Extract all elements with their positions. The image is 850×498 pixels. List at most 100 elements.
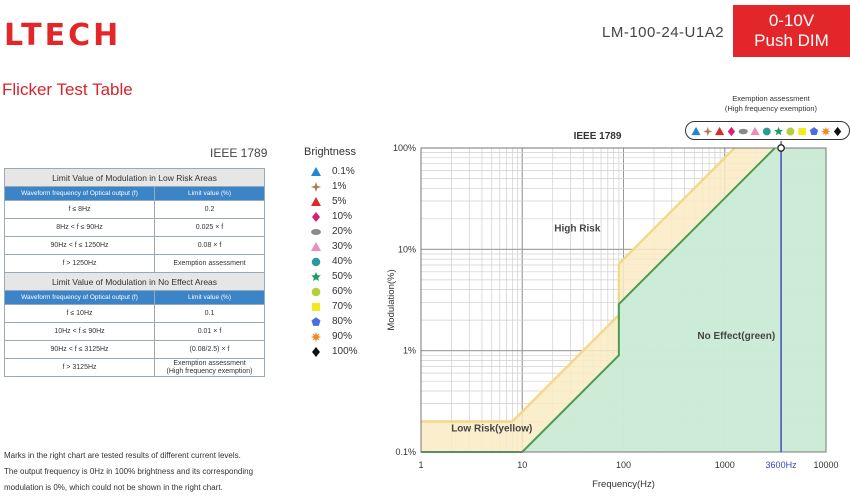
octagon-icon <box>311 287 321 297</box>
brand-logo: LTECH <box>4 18 122 53</box>
brightness-title: Brightness <box>304 146 356 158</box>
legend-item: 60% <box>306 285 366 300</box>
exemption-circle-marker <box>762 127 771 136</box>
legend-label: 10% <box>332 211 353 222</box>
x-axis-label: Frequency(Hz) <box>592 479 655 490</box>
badge-line-2: Push DIM <box>754 31 829 50</box>
x-tick-label: 1000 <box>715 460 735 470</box>
y-tick-label: 1% <box>403 346 416 356</box>
table-cell: f > 3125Hz <box>4 358 155 377</box>
exemption-pentagon-marker <box>809 127 819 136</box>
circle-icon <box>311 257 321 267</box>
legend-item: 100% <box>306 345 366 360</box>
legend-item: 70% <box>306 300 366 315</box>
star5-icon <box>311 272 321 282</box>
note-line: Marks in the right chart are tested resu… <box>4 451 241 460</box>
table-row: 90Hz < f ≤ 1250Hz 0.08 × f <box>4 236 265 255</box>
legend-label: 60% <box>332 286 353 297</box>
y-tick-label: 10% <box>398 244 416 254</box>
note-line: The output frequency is 0Hz in 100% brig… <box>4 467 254 476</box>
exemption-square-marker <box>798 127 806 136</box>
table-cell: 90Hz < f ≤ 3125Hz <box>4 340 155 359</box>
low-risk-table: Limit Value of Modulation in Low Risk Ar… <box>4 168 265 377</box>
column-header: Limit value (%) <box>154 186 265 201</box>
legend-label: 80% <box>332 316 353 327</box>
legend-label: 20% <box>332 226 353 237</box>
triangle-marker <box>311 167 321 176</box>
legend-label: 1% <box>332 181 347 192</box>
exemption-diamond-marker <box>727 126 736 137</box>
exemption-marker-box <box>685 121 850 140</box>
square-icon <box>312 303 320 311</box>
table-row: f ≤ 10Hz 0.1 <box>4 304 265 323</box>
table-cell: 10Hz < f ≤ 90Hz <box>4 322 155 341</box>
table-row: 8Hz < f ≤ 90Hz 0.025 × f <box>4 218 265 237</box>
table-cell: 8Hz < f ≤ 90Hz <box>4 218 155 237</box>
table-cell: f ≤ 8Hz <box>4 200 155 219</box>
region-label: No Effect(green) <box>697 331 775 342</box>
exemption-ellipse-marker <box>738 128 748 135</box>
legend-label: 100% <box>332 346 358 357</box>
triangle-icon <box>311 167 321 176</box>
star8-icon <box>311 332 321 342</box>
table-cell: f ≤ 10Hz <box>4 304 155 323</box>
table-cell: 0.08 × f <box>154 236 265 255</box>
legend-label: 40% <box>332 256 353 267</box>
section-title: Flicker Test Table <box>2 80 133 99</box>
y-tick-label: 0.1% <box>395 447 416 457</box>
x-tick-label: 10 <box>517 460 527 470</box>
table-row: f > 3125Hz Exemption assessment (High fre… <box>4 358 265 377</box>
table-title: Limit Value of Modulation in No Effect A… <box>4 272 265 291</box>
ellipse-marker <box>311 229 321 235</box>
legend-label: 90% <box>332 331 353 342</box>
exemption-diamond-marker <box>833 126 842 137</box>
column-header: Waveform frequency of Optical output (f) <box>4 290 155 305</box>
table-cell: Exemption assessment (High frequency exe… <box>154 358 265 377</box>
star8-marker <box>311 332 321 342</box>
square-marker <box>312 303 320 311</box>
star5-marker <box>311 272 321 282</box>
table-cell: 0.1 <box>154 304 265 323</box>
legend-label: 30% <box>332 241 353 252</box>
triangle-marker <box>311 197 321 206</box>
region-label: High Risk <box>554 223 601 234</box>
column-header: Limit value (%) <box>154 290 265 305</box>
legend-item: 1% <box>306 180 366 195</box>
x-tick-label: 100 <box>616 460 631 470</box>
pentagon-icon <box>311 317 321 326</box>
octagon-marker <box>311 287 321 297</box>
plot-frame <box>420 147 827 453</box>
legend-item: 10% <box>306 210 366 225</box>
pentagon-marker <box>311 317 321 326</box>
exemption-star8-marker <box>821 126 831 137</box>
y-tick-label: 100% <box>393 143 416 153</box>
star4-marker <box>311 182 321 192</box>
x-tick-label: 10000 <box>813 460 838 470</box>
legend-item: 30% <box>306 240 366 255</box>
table-cell: 0.025 × f <box>154 218 265 237</box>
legend-item: 40% <box>306 255 366 270</box>
exemption-title: Exemption assessment (High frequency exe… <box>712 94 830 114</box>
diamond-icon <box>312 212 320 222</box>
exemption-title-line: Exemption assessment <box>732 94 810 103</box>
legend-label: 50% <box>332 271 353 282</box>
table-cell: 0.2 <box>154 200 265 219</box>
diamond-marker <box>312 212 320 222</box>
table-cell: Exemption assessment <box>154 254 265 273</box>
x-tick-label: 1 <box>418 460 423 470</box>
table-cell: f > 1250Hz <box>4 254 155 273</box>
exemption-title-line: (High frequency exemption) <box>724 104 818 113</box>
x-tick-label: 3600Hz <box>766 460 798 470</box>
exemption-triangle-marker <box>750 126 760 136</box>
exemption-triangle-marker <box>691 126 701 136</box>
table-cell: 0.01 × f <box>154 322 265 341</box>
triangle-marker <box>311 242 321 251</box>
exemption-star4-marker <box>703 126 713 137</box>
exemption-triangle-marker <box>715 126 725 136</box>
diamond-marker <box>312 347 320 357</box>
note-line: modulation is 0%, which could not be sho… <box>4 483 223 492</box>
circle-marker <box>311 257 321 267</box>
test-point <box>777 144 785 152</box>
table-cell: (0.08/2.5) × f <box>154 340 265 359</box>
legend-item: 90% <box>306 330 366 345</box>
